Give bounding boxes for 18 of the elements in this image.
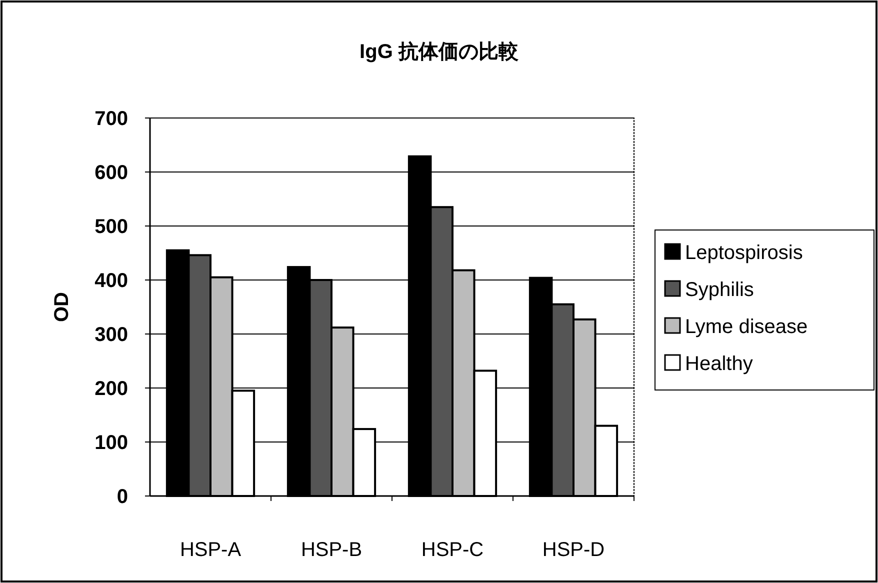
chart-title: IgG 抗体価の比較 bbox=[360, 41, 520, 63]
y-tick-label: 400 bbox=[94, 270, 128, 292]
legend-label: Leptospirosis bbox=[685, 242, 803, 264]
legend-label: Healthy bbox=[685, 353, 753, 375]
x-tick-label: HSP-C bbox=[421, 539, 484, 561]
y-tick-label: 300 bbox=[94, 324, 128, 346]
y-tick-label: 700 bbox=[94, 108, 128, 130]
y-tick-label: 0 bbox=[116, 486, 128, 508]
legend-label: Lyme disease bbox=[685, 316, 808, 338]
legend-label: Syphilis bbox=[685, 279, 754, 301]
x-tick-label: HSP-B bbox=[300, 539, 362, 561]
x-tick-label: HSP-D bbox=[542, 539, 605, 561]
y-axis-title: OD bbox=[51, 292, 73, 322]
y-tick-label: 500 bbox=[94, 216, 128, 238]
y-tick-label: 200 bbox=[94, 378, 128, 400]
x-tick-label: HSP-A bbox=[180, 539, 242, 561]
y-tick-label: 100 bbox=[94, 432, 128, 454]
y-tick-label: 600 bbox=[94, 162, 128, 184]
